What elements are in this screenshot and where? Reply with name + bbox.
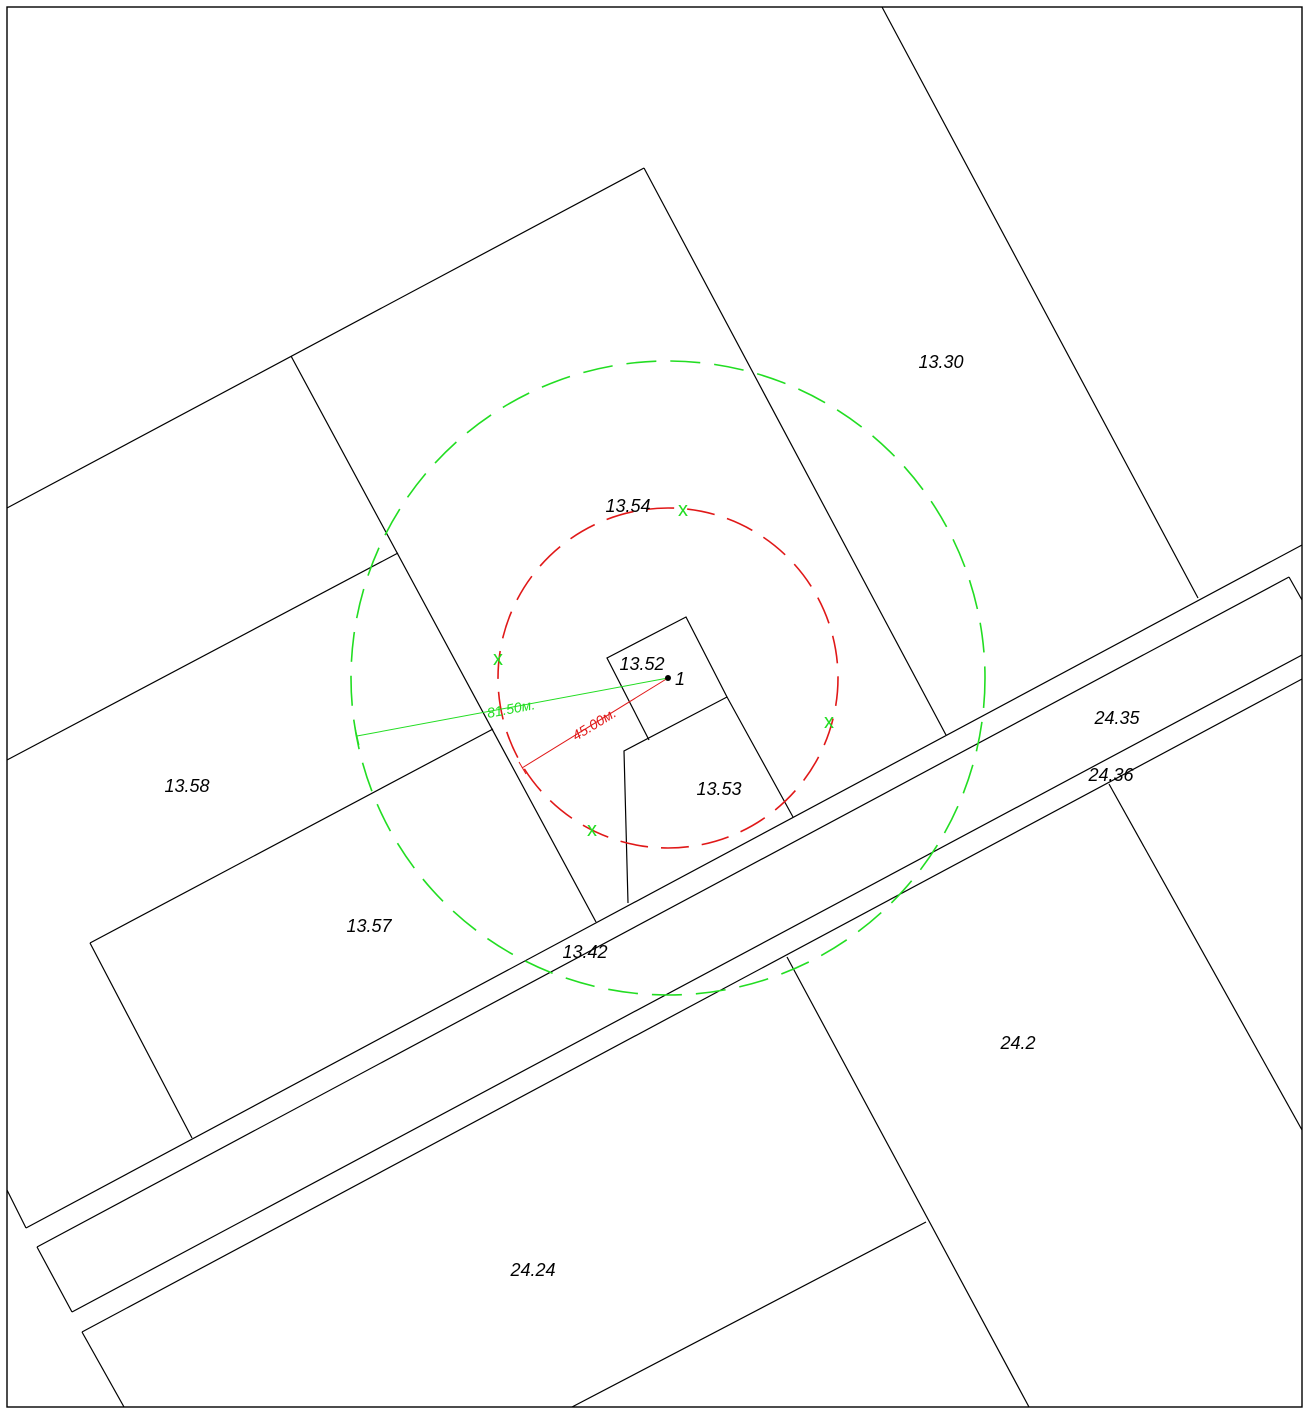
boundary-line <box>571 1221 927 1408</box>
outer-radius-label: 81.50м. <box>486 696 537 721</box>
source-point-label: 1 <box>675 669 685 689</box>
boundary-building-outline <box>606 616 728 741</box>
parcel-label-13-42: 13.42 <box>562 942 607 962</box>
boundary-line <box>89 728 494 944</box>
source-point-dot <box>665 675 671 681</box>
x-marker: x <box>587 819 597 841</box>
zones <box>350 360 986 996</box>
outer-radius-line <box>356 677 669 737</box>
x-marker: x <box>493 648 503 670</box>
zone-markers: x x x x <box>493 499 834 841</box>
parcel-label-13-30: 13.30 <box>918 352 963 372</box>
boundary-line <box>6 1189 27 1229</box>
boundary-line <box>81 1331 125 1408</box>
parcel-label-24-35: 24.35 <box>1093 708 1140 728</box>
inner-radius-label: 45.00м. <box>569 704 619 743</box>
boundary-line <box>89 942 193 1139</box>
boundary-line <box>25 544 1303 1229</box>
boundary-line <box>643 167 947 736</box>
inner-radius-line <box>521 677 669 769</box>
x-marker: x <box>824 711 834 733</box>
dimension-lines <box>354 677 669 775</box>
parcel-boundaries <box>6 6 1303 1408</box>
inner-zone-circle <box>497 507 839 849</box>
boundary-line <box>6 167 645 509</box>
boundary-line <box>881 6 1199 599</box>
boundary-line <box>36 1246 73 1313</box>
boundary-line <box>81 678 1303 1333</box>
parcel-label-13-54: 13.54 <box>605 496 650 516</box>
inner-radius-tick <box>518 761 527 775</box>
parcel-label-24-2: 24.2 <box>999 1033 1035 1053</box>
drawing-frame <box>6 6 1303 1408</box>
parcel-label-24-24: 24.24 <box>509 1260 555 1280</box>
boundary-line <box>1288 576 1303 601</box>
parcel-labels: 13.30 13.54 13.52 13.53 13.58 13.57 13.4… <box>164 352 1140 1280</box>
outer-zone-circle <box>350 360 986 996</box>
boundary-parcel-13-53 <box>623 696 794 904</box>
boundary-line <box>36 576 1290 1248</box>
parcel-label-13-52: 13.52 <box>619 654 664 674</box>
boundary-line <box>71 654 1303 1313</box>
parcel-label-13-53: 13.53 <box>696 779 741 799</box>
boundary-line <box>6 552 399 761</box>
boundary-line <box>1108 783 1303 1131</box>
parcel-label-24-36: 24.36 <box>1087 765 1134 785</box>
x-marker: x <box>678 499 688 521</box>
outer-radius-tick <box>354 726 360 746</box>
parcel-label-13-58: 13.58 <box>164 776 209 796</box>
boundary-line <box>290 355 597 923</box>
boundary-line <box>786 956 1030 1408</box>
parcel-label-13-57: 13.57 <box>346 916 392 936</box>
